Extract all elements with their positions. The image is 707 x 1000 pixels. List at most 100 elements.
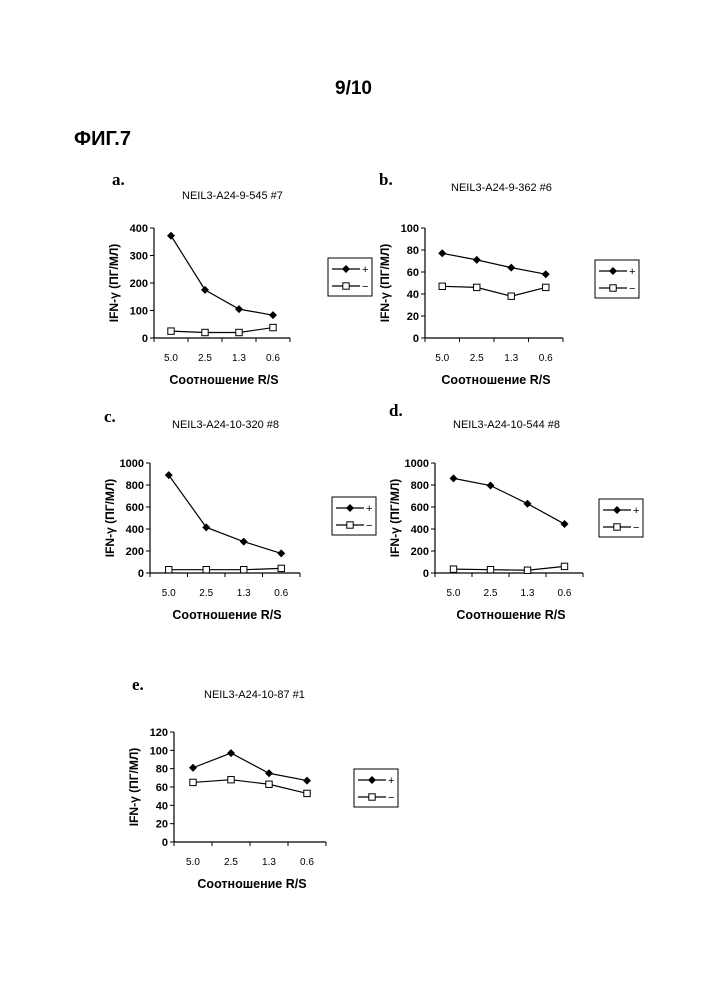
chart-svg: 020040060080010005.02.51.30.6Соотношение…	[365, 405, 665, 635]
y-tick-label: 120	[150, 727, 168, 739]
data-point	[168, 328, 174, 334]
panel-title: NEIL3-A24-10-320 #8	[172, 419, 279, 431]
data-point	[473, 256, 481, 264]
data-point	[166, 567, 172, 573]
x-tick-label: 5.0	[162, 588, 176, 599]
data-point	[241, 567, 247, 573]
series-plus	[450, 474, 569, 528]
data-point	[487, 482, 495, 490]
y-tick-label: 40	[407, 289, 419, 301]
x-tick-label: 0.6	[300, 857, 314, 868]
x-tick-label: 0.6	[539, 353, 553, 364]
y-tick-label: 60	[407, 267, 419, 279]
data-point	[201, 286, 209, 294]
x-tick-label: 1.3	[232, 353, 246, 364]
chart-svg: 01002003004005.02.51.30.6Соотношение R/S…	[80, 168, 380, 398]
x-tick-label: 0.6	[266, 353, 280, 364]
data-point	[236, 329, 242, 335]
data-point	[202, 329, 208, 335]
legend-label: −	[633, 522, 639, 534]
legend-label: +	[388, 775, 394, 787]
series-minus	[439, 283, 549, 299]
x-axis-title: Соотношение R/S	[456, 608, 565, 622]
data-point	[543, 284, 549, 290]
x-tick-label: 2.5	[470, 353, 484, 364]
data-point	[167, 232, 175, 240]
y-tick-label: 200	[126, 546, 144, 558]
series-plus	[438, 249, 550, 278]
y-tick-label: 1000	[405, 458, 429, 470]
series-line	[193, 780, 307, 794]
y-tick-label: 600	[126, 502, 144, 514]
x-tick-label: 2.5	[484, 588, 498, 599]
page-number: 9/10	[0, 78, 707, 100]
data-point	[235, 305, 243, 313]
data-point	[542, 270, 550, 278]
x-axis-title: Соотношение R/S	[197, 877, 306, 891]
legend-marker	[610, 285, 616, 291]
data-point	[561, 520, 569, 528]
panel-letter: a.	[112, 170, 125, 190]
panel-letter: e.	[132, 675, 144, 695]
data-point	[450, 474, 458, 482]
y-tick-label: 400	[130, 223, 148, 235]
figure-label: ФИГ.7	[74, 128, 131, 151]
y-tick-label: 100	[130, 306, 148, 318]
series-minus	[166, 565, 285, 573]
y-tick-label: 800	[126, 480, 144, 492]
data-point	[265, 769, 273, 777]
panel-title: NEIL3-A24-9-545 #7	[182, 190, 283, 202]
chart-panel-d: 020040060080010005.02.51.30.6Соотношение…	[365, 405, 665, 635]
series-line	[454, 566, 565, 570]
series-plus	[189, 749, 311, 785]
y-tick-label: 100	[150, 745, 168, 757]
data-point	[269, 311, 277, 319]
legend-marker	[368, 776, 376, 784]
x-tick-label: 0.6	[558, 588, 572, 599]
y-axis-title: IFN-γ (ПГ/МЛ)	[107, 244, 121, 323]
y-tick-label: 600	[411, 502, 429, 514]
legend-marker	[342, 265, 350, 273]
legend: +−	[354, 769, 398, 807]
data-point	[240, 538, 248, 546]
x-tick-label: 2.5	[198, 353, 212, 364]
data-point	[303, 777, 311, 785]
x-tick-label: 2.5	[199, 588, 213, 599]
chart-svg: 0204060801001205.02.51.30.6Соотношение R…	[100, 675, 400, 905]
series-minus	[168, 324, 276, 335]
data-point	[228, 776, 234, 782]
data-point	[524, 500, 532, 508]
panel-title: NEIL3-A24-10-87 #1	[204, 689, 305, 701]
panel-letter: c.	[104, 407, 116, 427]
y-tick-label: 100	[401, 223, 419, 235]
series-minus	[450, 563, 567, 573]
data-point	[202, 523, 210, 531]
y-tick-label: 0	[162, 837, 168, 849]
data-point	[474, 284, 480, 290]
y-axis-title: IFN-γ (ПГ/МЛ)	[103, 479, 117, 558]
y-tick-label: 40	[156, 800, 168, 812]
data-point	[450, 566, 456, 572]
y-tick-label: 20	[407, 311, 419, 323]
series-line	[171, 236, 273, 315]
y-tick-label: 0	[142, 333, 148, 345]
series-minus	[190, 776, 310, 796]
legend-label: −	[388, 792, 394, 804]
x-tick-label: 1.3	[237, 588, 251, 599]
legend: +−	[595, 260, 639, 298]
data-point	[487, 567, 493, 573]
x-axis-title: Соотношение R/S	[441, 373, 550, 387]
y-tick-label: 400	[411, 524, 429, 536]
y-axis-title: IFN-γ (ПГ/МЛ)	[388, 479, 402, 558]
legend-marker	[614, 524, 620, 530]
chart-panel-e: 0204060801001205.02.51.30.6Соотношение R…	[100, 675, 400, 905]
data-point	[203, 567, 209, 573]
data-point	[507, 264, 515, 272]
chart-panel-c: 020040060080010005.02.51.30.6Соотношение…	[80, 405, 380, 635]
data-point	[165, 471, 173, 479]
data-point	[278, 565, 284, 571]
panel-title: NEIL3-A24-9-362 #6	[451, 182, 552, 194]
y-tick-label: 200	[411, 546, 429, 558]
series-line	[442, 286, 546, 296]
x-tick-label: 1.3	[504, 353, 518, 364]
